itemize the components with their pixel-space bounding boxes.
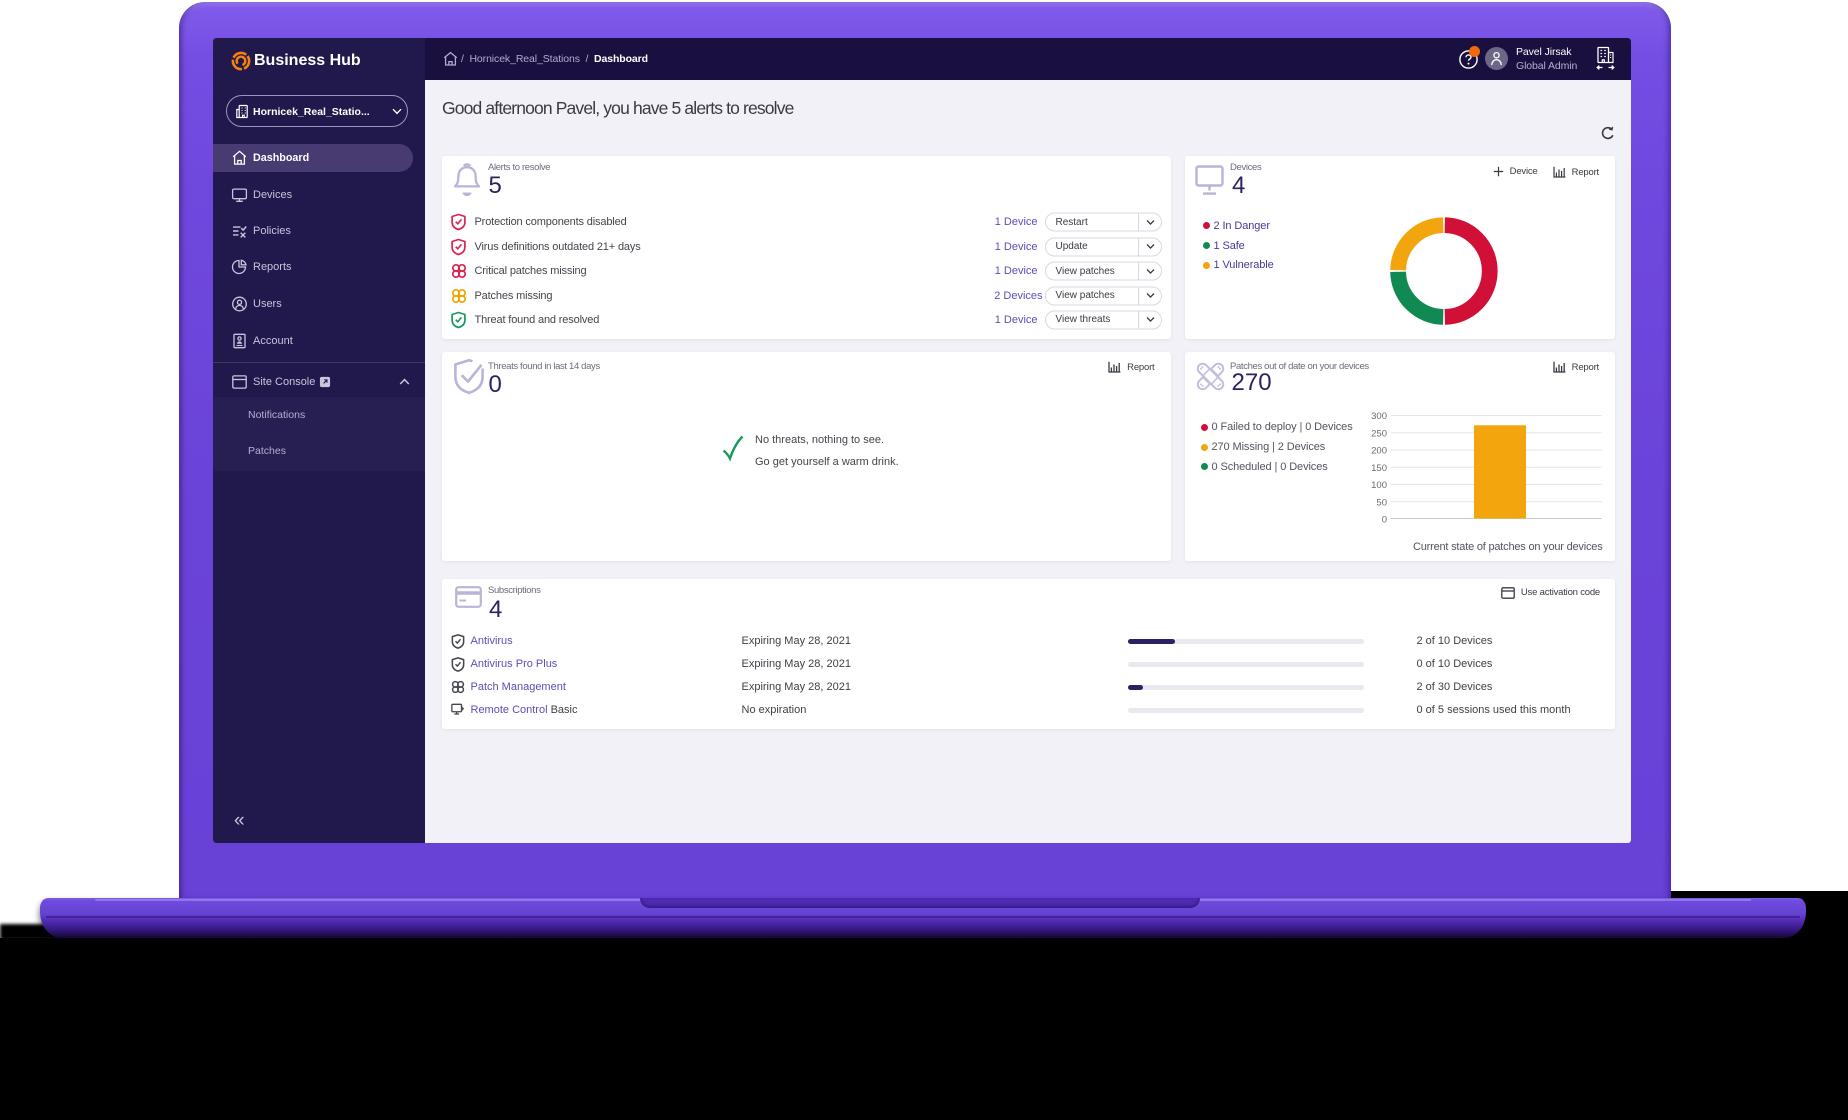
svg-text:300: 300	[1371, 411, 1387, 422]
svg-text:50: 50	[1376, 497, 1387, 508]
svg-text:250: 250	[1371, 428, 1387, 439]
svg-text:0: 0	[1382, 515, 1387, 526]
svg-text:150: 150	[1371, 463, 1387, 474]
svg-text:200: 200	[1371, 446, 1387, 457]
svg-text:100: 100	[1371, 480, 1387, 491]
